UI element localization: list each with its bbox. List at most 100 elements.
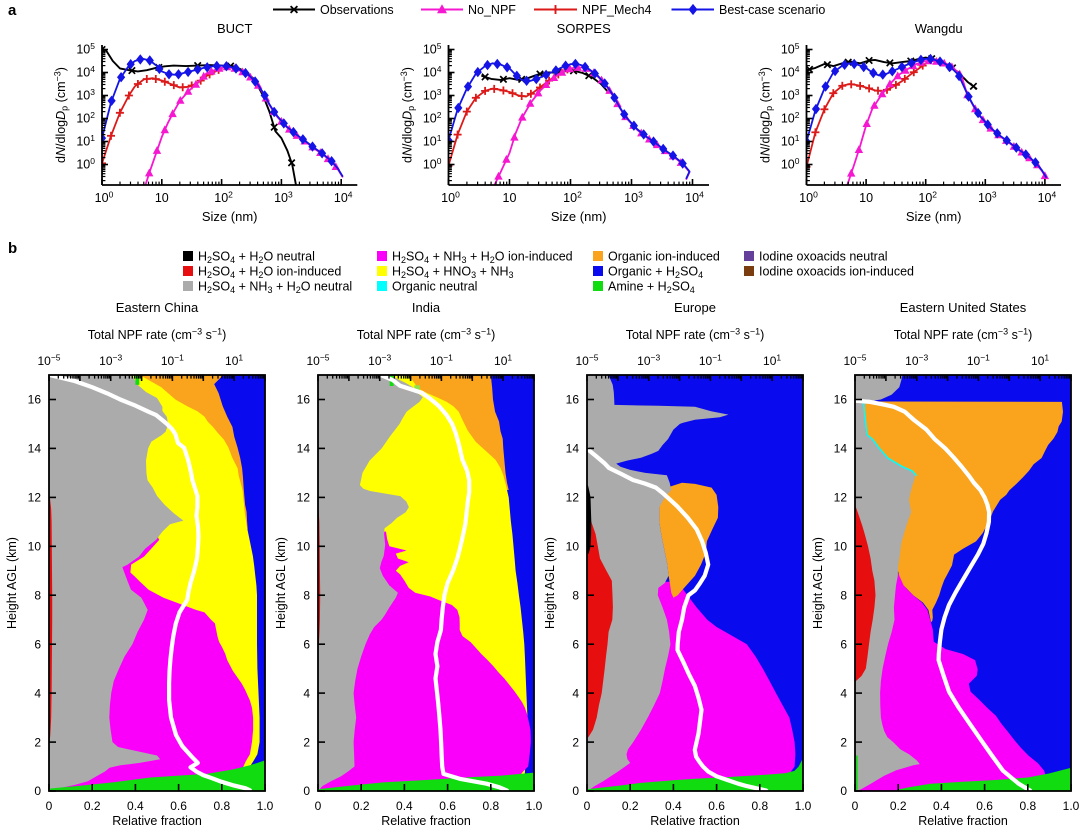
svg-text:Eastern United States: Eastern United States — [900, 300, 1027, 315]
svg-text:Organic neutral: Organic neutral — [392, 279, 477, 293]
svg-text:0: 0 — [584, 799, 591, 813]
svg-text:14: 14 — [834, 442, 848, 456]
svg-text:6: 6 — [572, 637, 579, 651]
svg-text:NPF_Mech4: NPF_Mech4 — [582, 3, 652, 17]
svg-text:0.4: 0.4 — [127, 799, 144, 813]
svg-text:0.2: 0.2 — [84, 799, 101, 813]
svg-text:Iodine oxoacids ion-induced: Iodine oxoacids ion-induced — [759, 264, 914, 278]
svg-text:Size (nm): Size (nm) — [202, 209, 258, 224]
svg-text:BUCT: BUCT — [217, 21, 252, 36]
svg-text:0.4: 0.4 — [665, 799, 682, 813]
svg-text:2: 2 — [840, 735, 847, 749]
svg-text:Total NPF rate (cm−3 s−1): Total NPF rate (cm−3 s−1) — [357, 327, 496, 343]
svg-text:dN/dlogDp (cm−3): dN/dlogDp (cm−3) — [757, 67, 774, 163]
svg-text:12: 12 — [834, 491, 848, 505]
svg-text:6: 6 — [34, 637, 41, 651]
svg-text:Organic + H2SO4: Organic + H2SO4 — [608, 264, 703, 280]
svg-text:0: 0 — [840, 784, 847, 798]
svg-text:0: 0 — [852, 799, 859, 813]
svg-text:dN/dlogDp (cm−3): dN/dlogDp (cm−3) — [53, 67, 70, 163]
svg-text:0.4: 0.4 — [396, 799, 413, 813]
svg-text:0.4: 0.4 — [933, 799, 950, 813]
svg-text:Total NPF rate (cm−3 s−1): Total NPF rate (cm−3 s−1) — [626, 327, 765, 343]
svg-text:0: 0 — [46, 799, 53, 813]
svg-text:Height AGL (km): Height AGL (km) — [811, 537, 825, 629]
svg-text:14: 14 — [28, 442, 42, 456]
svg-text:Wangdu: Wangdu — [915, 21, 963, 36]
svg-text:Best-case scenario: Best-case scenario — [719, 3, 825, 17]
svg-text:4: 4 — [303, 686, 310, 700]
svg-text:0.6: 0.6 — [708, 799, 725, 813]
svg-text:8: 8 — [303, 588, 310, 602]
svg-text:2: 2 — [303, 735, 310, 749]
svg-text:0.6: 0.6 — [439, 799, 456, 813]
svg-text:8: 8 — [840, 588, 847, 602]
svg-text:4: 4 — [840, 686, 847, 700]
svg-text:2: 2 — [572, 735, 579, 749]
svg-text:0: 0 — [315, 799, 322, 813]
svg-text:H2SO4 + NH3 + H2O neutral: H2SO4 + NH3 + H2O neutral — [198, 279, 352, 295]
svg-text:0.8: 0.8 — [1019, 799, 1036, 813]
svg-text:0: 0 — [572, 784, 579, 798]
svg-text:12: 12 — [297, 491, 311, 505]
svg-text:Relative fraction: Relative fraction — [381, 814, 471, 828]
svg-text:0.8: 0.8 — [751, 799, 768, 813]
svg-text:0.2: 0.2 — [890, 799, 907, 813]
svg-text:No_NPF: No_NPF — [468, 3, 516, 17]
svg-text:Organic ion-induced: Organic ion-induced — [608, 249, 720, 263]
svg-text:Europe: Europe — [674, 300, 716, 315]
svg-text:b: b — [8, 240, 17, 257]
svg-text:1.0: 1.0 — [526, 799, 543, 813]
svg-text:8: 8 — [34, 588, 41, 602]
svg-text:Height AGL (km): Height AGL (km) — [543, 537, 557, 629]
svg-text:1.0: 1.0 — [1063, 799, 1080, 813]
svg-text:14: 14 — [566, 442, 580, 456]
svg-text:0.2: 0.2 — [353, 799, 370, 813]
svg-text:8: 8 — [572, 588, 579, 602]
svg-text:10: 10 — [834, 540, 848, 554]
svg-text:Height AGL (km): Height AGL (km) — [274, 537, 288, 629]
svg-text:Total NPF rate (cm−3 s−1): Total NPF rate (cm−3 s−1) — [88, 327, 227, 343]
svg-text:10: 10 — [566, 540, 580, 554]
svg-text:10: 10 — [503, 191, 517, 205]
svg-text:12: 12 — [28, 491, 42, 505]
svg-text:Relative fraction: Relative fraction — [650, 814, 740, 828]
svg-text:2: 2 — [34, 735, 41, 749]
svg-text:Eastern China: Eastern China — [116, 300, 199, 315]
svg-text:16: 16 — [834, 393, 848, 407]
svg-text:Height AGL (km): Height AGL (km) — [5, 537, 19, 629]
svg-text:Amine + H2SO4: Amine + H2SO4 — [608, 279, 695, 295]
svg-text:H2SO4 + H2O neutral: H2SO4 + H2O neutral — [198, 249, 315, 265]
svg-text:0.6: 0.6 — [170, 799, 187, 813]
svg-text:10: 10 — [28, 540, 42, 554]
svg-text:0.2: 0.2 — [622, 799, 639, 813]
svg-text:Total NPF rate (cm−3 s−1): Total NPF rate (cm−3 s−1) — [894, 327, 1033, 343]
svg-text:0.6: 0.6 — [976, 799, 993, 813]
svg-text:0.8: 0.8 — [482, 799, 499, 813]
svg-text:Relative fraction: Relative fraction — [112, 814, 202, 828]
svg-text:Observations: Observations — [320, 3, 394, 17]
svg-text:16: 16 — [28, 393, 42, 407]
svg-text:H2SO4 + HNO3 + NH3: H2SO4 + HNO3 + NH3 — [392, 264, 514, 280]
svg-text:dN/dlogDp (cm−3): dN/dlogDp (cm−3) — [399, 67, 416, 163]
svg-text:Relative fraction: Relative fraction — [918, 814, 1008, 828]
svg-text:6: 6 — [840, 637, 847, 651]
svg-text:H2SO4 + H2O ion-induced: H2SO4 + H2O ion-induced — [198, 264, 341, 280]
svg-text:4: 4 — [34, 686, 41, 700]
svg-text:a: a — [8, 2, 17, 19]
svg-text:1.0: 1.0 — [257, 799, 274, 813]
svg-text:1.0: 1.0 — [795, 799, 812, 813]
svg-text:0: 0 — [303, 784, 310, 798]
svg-text:H2SO4 + NH3 + H2O ion-induced: H2SO4 + NH3 + H2O ion-induced — [392, 249, 573, 265]
svg-text:6: 6 — [303, 637, 310, 651]
svg-text:Size (nm): Size (nm) — [906, 209, 962, 224]
svg-text:4: 4 — [572, 686, 579, 700]
svg-text:10: 10 — [859, 191, 873, 205]
svg-text:16: 16 — [566, 393, 580, 407]
svg-text:Iodine oxoacids neutral: Iodine oxoacids neutral — [759, 249, 888, 263]
svg-text:0.8: 0.8 — [213, 799, 230, 813]
svg-text:Size (nm): Size (nm) — [551, 209, 607, 224]
svg-text:16: 16 — [297, 393, 311, 407]
svg-text:10: 10 — [297, 540, 311, 554]
svg-text:India: India — [412, 300, 441, 315]
